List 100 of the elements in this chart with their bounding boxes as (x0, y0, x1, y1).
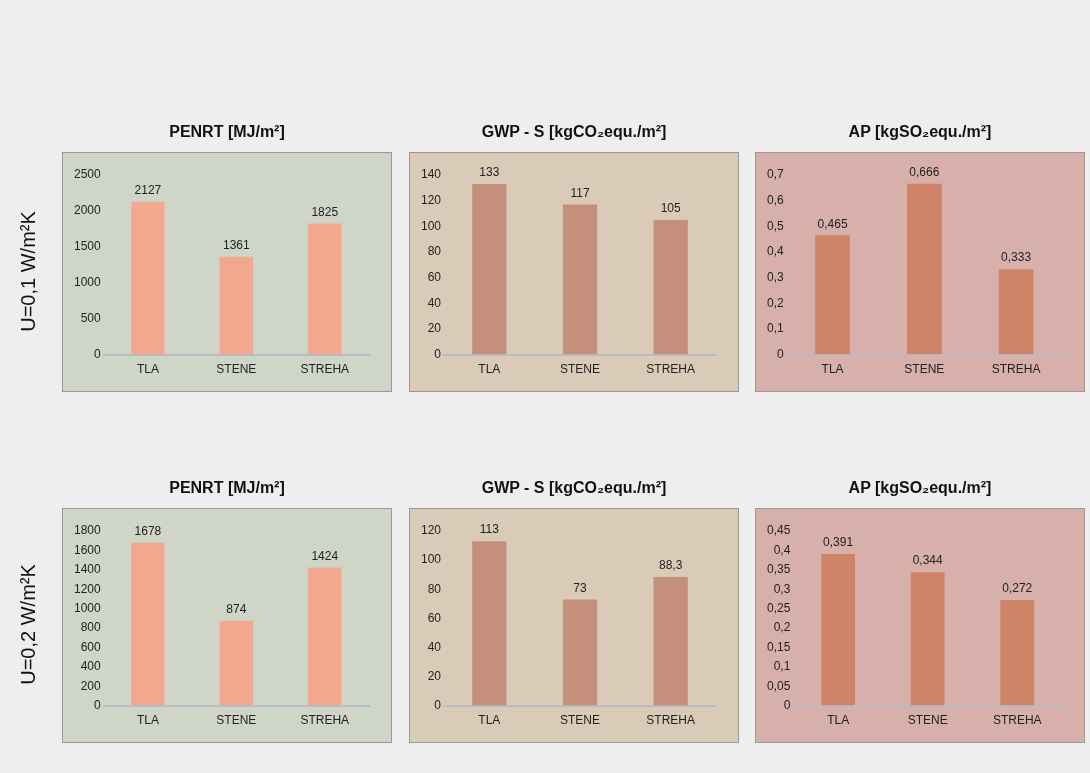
y-tick-label: 120 (420, 192, 442, 207)
bar (472, 183, 507, 355)
y-tick-label: 0,2 (766, 295, 784, 310)
chart-title: AP [kgSO₂equ./m²] (847, 478, 993, 498)
data-label: 1678 (134, 524, 162, 539)
y-tick-label: 0,35 (767, 562, 791, 577)
y-tick-label: 60 (427, 610, 442, 625)
y-tick-label: 0 (783, 697, 791, 712)
bar (562, 204, 598, 355)
data-label: 88,3 (658, 558, 683, 573)
x-tick-label: TLA (821, 362, 844, 377)
y-tick-label: 0,25 (767, 600, 791, 615)
y-tick-label: 1200 (73, 581, 102, 596)
data-label: 0,465 (817, 216, 848, 231)
x-tick-label: STENE (907, 713, 948, 728)
y-tick-label: 1600 (73, 542, 102, 557)
x-tick-label: STREHA (300, 362, 350, 377)
chart-title: AP [kgSO₂equ./m²] (847, 122, 993, 142)
x-tick-label: TLA (478, 713, 501, 728)
bar (219, 620, 254, 706)
data-label: 113 (479, 522, 500, 537)
y-tick-label: 0 (434, 346, 442, 361)
y-tick-label: 60 (427, 269, 442, 284)
data-label: 73 (573, 580, 587, 595)
y-tick-label: 2500 (73, 167, 102, 182)
chart-title: PENRT [MJ/m²] (168, 478, 286, 498)
y-tick-label: 20 (427, 668, 442, 683)
y-tick-label: 1800 (73, 523, 102, 538)
data-label: 0,344 (912, 553, 944, 568)
y-tick-label: 40 (427, 639, 442, 654)
y-tick-label: 500 (80, 310, 102, 325)
data-label: 0,666 (909, 165, 940, 180)
bar (562, 599, 598, 706)
y-tick-label: 0,1 (773, 659, 791, 674)
x-tick-label: TLA (827, 713, 850, 728)
chart-title: GWP - S [kgCO₂equ./m²] (480, 478, 668, 498)
x-tick-label: TLA (136, 713, 159, 728)
y-tick-label: 40 (427, 295, 442, 310)
data-label: 0,391 (823, 535, 854, 550)
y-tick-label: 400 (80, 659, 102, 674)
y-tick-label: 0,45 (767, 523, 791, 538)
data-label: 1361 (223, 238, 251, 253)
y-tick-label: 1000 (73, 275, 102, 290)
y-tick-label: 0,05 (767, 678, 791, 693)
data-label: 133 (479, 165, 500, 180)
y-tick-label: 0,15 (767, 639, 791, 654)
y-tick-label: 1000 (73, 600, 102, 615)
x-tick-label: STENE (560, 362, 601, 377)
bar (998, 269, 1034, 355)
y-tick-label: 0,5 (766, 218, 784, 233)
x-tick-label: STENE (216, 713, 257, 728)
bar (219, 256, 254, 355)
y-tick-label: 0 (776, 346, 784, 361)
y-tick-label: 100 (420, 218, 442, 233)
bar (1000, 600, 1035, 706)
data-label: 2127 (134, 183, 162, 198)
y-tick-label: 80 (427, 581, 442, 596)
y-tick-label: 0,2 (773, 620, 791, 635)
y-tick-label: 0 (94, 346, 102, 361)
x-tick-label: STENE (216, 362, 257, 377)
x-tick-label: STENE (560, 713, 601, 728)
y-tick-label: 0,3 (773, 581, 791, 596)
x-tick-label: STREHA (992, 713, 1042, 728)
bar (821, 553, 856, 706)
y-tick-label: 0,4 (773, 542, 791, 557)
y-tick-label: 800 (80, 620, 102, 635)
data-label: 105 (660, 201, 681, 216)
x-tick-label: STENE (904, 362, 945, 377)
y-tick-label: 0,4 (766, 244, 784, 259)
y-tick-label: 0,6 (766, 192, 784, 207)
y-tick-label: 0 (94, 697, 102, 712)
x-tick-label: TLA (136, 362, 159, 377)
y-tick-label: 0,1 (766, 321, 784, 336)
y-tick-label: 0,3 (766, 269, 784, 284)
y-tick-label: 1500 (73, 239, 102, 254)
data-label: 0,333 (1001, 250, 1032, 265)
x-tick-label: TLA (478, 362, 501, 377)
bar (910, 572, 945, 706)
x-tick-label: STREHA (646, 362, 696, 377)
y-tick-label: 0 (434, 697, 442, 712)
x-tick-label: STREHA (300, 713, 350, 728)
bar (131, 201, 165, 355)
bar (907, 183, 942, 355)
data-label: 0,272 (1002, 581, 1033, 596)
y-axis-title: U=0,1 W/m²K (16, 210, 40, 332)
y-tick-label: 20 (427, 321, 442, 336)
bar (653, 577, 688, 706)
y-tick-label: 0,7 (766, 167, 784, 182)
data-label: 1424 (311, 548, 339, 563)
y-tick-label: 100 (420, 552, 442, 567)
bar (472, 541, 507, 706)
y-tick-label: 1400 (73, 562, 102, 577)
y-tick-label: 140 (420, 167, 442, 182)
y-axis-title: U=0,2 W/m²K (16, 564, 40, 685)
x-tick-label: STREHA (991, 362, 1041, 377)
bar (815, 235, 850, 355)
bar (653, 219, 688, 355)
data-label: 117 (570, 185, 590, 200)
x-tick-label: STREHA (646, 713, 696, 728)
y-tick-label: 600 (80, 639, 102, 654)
